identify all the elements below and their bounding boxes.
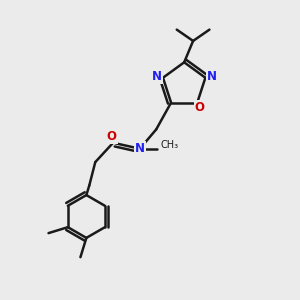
Text: N: N — [135, 142, 145, 155]
Text: CH₃: CH₃ — [161, 140, 179, 150]
Text: O: O — [106, 130, 117, 143]
Text: N: N — [152, 70, 161, 83]
Text: N: N — [207, 70, 217, 83]
Text: O: O — [195, 101, 205, 115]
